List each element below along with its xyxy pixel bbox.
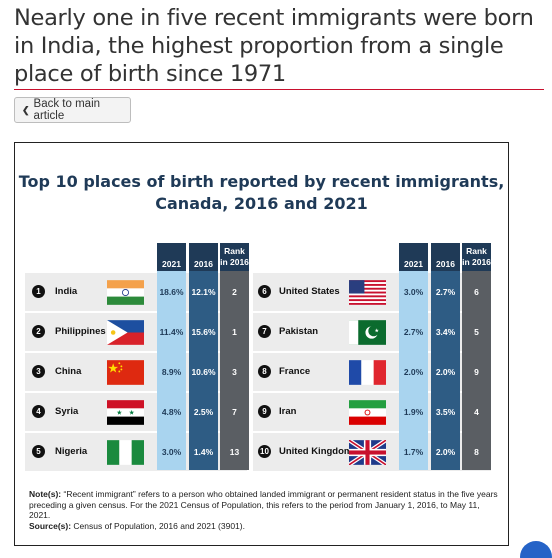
header-rank-line2: in 2016 [462,257,491,267]
value-2021: 3.0% [403,287,424,297]
rank-number-badge: 7 [258,325,271,338]
country-name: United States [279,286,340,297]
value-2021: 4.8% [161,407,182,417]
rank-number-badge: 3 [32,365,45,378]
notes-label: Note(s): [29,489,62,499]
value-2016: 2.7% [435,287,456,297]
value-2016: 15.6% [191,327,216,337]
back-to-main-article-button[interactable]: ❮ Back to main article [14,97,131,123]
source-label: Source(s): [29,520,72,531]
column-2016-right [431,243,460,470]
philippines-flag-icon [107,320,144,345]
notes-text: “Recent immigrant” refers to a person wh… [29,489,498,520]
chat-button[interactable] [520,541,552,558]
value-2016: 1.4% [193,447,214,457]
rank-in-2016: 1 [232,327,237,337]
source-line: Source(s): Census of Population, 2016 an… [29,521,499,532]
country-name: Iran [279,406,297,417]
header-rank-in-2016: Rank in 2016 [220,243,249,271]
back-button-label: Back to main article [33,98,101,122]
column-rank-left [220,243,249,470]
notes-section: Note(s): “Recent immigrant” refers to a … [29,489,499,531]
header-rank-line1: Rank [224,246,245,256]
page-headline: Nearly one in five recent immigrants wer… [14,5,534,87]
rank-in-2016: 4 [474,407,479,417]
rank-in-2016: 6 [474,287,479,297]
header-rank-in-2016: Rank in 2016 [462,243,491,271]
value-2016: 10.6% [191,367,216,377]
rank-in-2016: 2 [232,287,237,297]
pakistan-flag-icon [349,320,386,345]
column-2021-right [399,243,428,470]
value-2021: 3.0% [161,447,182,457]
rank-in-2016: 7 [232,407,237,417]
rank-in-2016: 13 [229,447,240,457]
rank-in-2016: 9 [474,367,479,377]
value-2021: 2.0% [403,367,424,377]
rank-in-2016: 8 [474,447,479,457]
country-name: Philippines [55,326,106,337]
country-name: India [55,286,78,297]
value-2021: 2.7% [403,327,424,337]
value-2016: 3.4% [435,327,456,337]
rank-number-badge: 8 [258,365,271,378]
rank-number-badge: 10 [258,445,271,458]
header-rank-line1: Rank [466,246,487,256]
rank-number-badge: 1 [32,285,45,298]
rank-number-badge: 4 [32,405,45,418]
rank-number-badge: 5 [32,445,45,458]
note-line: Note(s): “Recent immigrant” refers to a … [29,489,499,521]
france-flag-icon [349,360,386,385]
india-flag-icon [107,280,144,305]
rank-in-2016: 5 [474,327,479,337]
iran-flag-icon [349,400,386,425]
column-2016-left [189,243,218,470]
infographic-title: Top 10 places of birth reported by recen… [18,172,505,213]
rank-number-badge: 2 [32,325,45,338]
usa-flag-icon [349,280,386,305]
headline-divider [14,89,544,90]
source-text: Census of Population, 2016 and 2021 (390… [73,520,245,531]
value-2016: 2.0% [435,447,456,457]
country-name: United Kingdom [279,446,353,457]
rank-in-2016: 3 [232,367,237,377]
column-2021-left [157,243,186,470]
header-rank-line2: in 2016 [220,257,249,267]
nigeria-flag-icon [107,440,144,465]
value-2021: 8.9% [161,367,182,377]
value-2021: 18.6% [159,287,184,297]
value-2016: 2.5% [193,407,214,417]
syria-flag-icon [107,400,144,425]
value-2021: 11.4% [159,327,184,337]
value-2021: 1.9% [403,407,424,417]
header-2021: 2021 [399,243,428,271]
column-rank-right [462,243,491,470]
rank-number-badge: 9 [258,405,271,418]
value-2021: 1.7% [403,447,424,457]
value-2016: 3.5% [435,407,456,417]
china-flag-icon [107,360,144,385]
country-name: Pakistan [279,326,319,337]
value-2016: 2.0% [435,367,456,377]
country-name: Syria [55,406,79,417]
country-name: Nigeria [55,446,88,457]
infographic-panel: Top 10 places of birth reported by recen… [14,142,509,546]
uk-flag-icon [349,440,386,465]
country-name: China [55,366,82,377]
header-2021: 2021 [157,243,186,271]
value-2016: 12.1% [191,287,216,297]
header-2016: 2016 [189,243,218,271]
chevron-left-icon: ❮ [22,104,30,115]
header-2016: 2016 [431,243,460,271]
rank-number-badge: 6 [258,285,271,298]
country-name: France [279,366,311,377]
